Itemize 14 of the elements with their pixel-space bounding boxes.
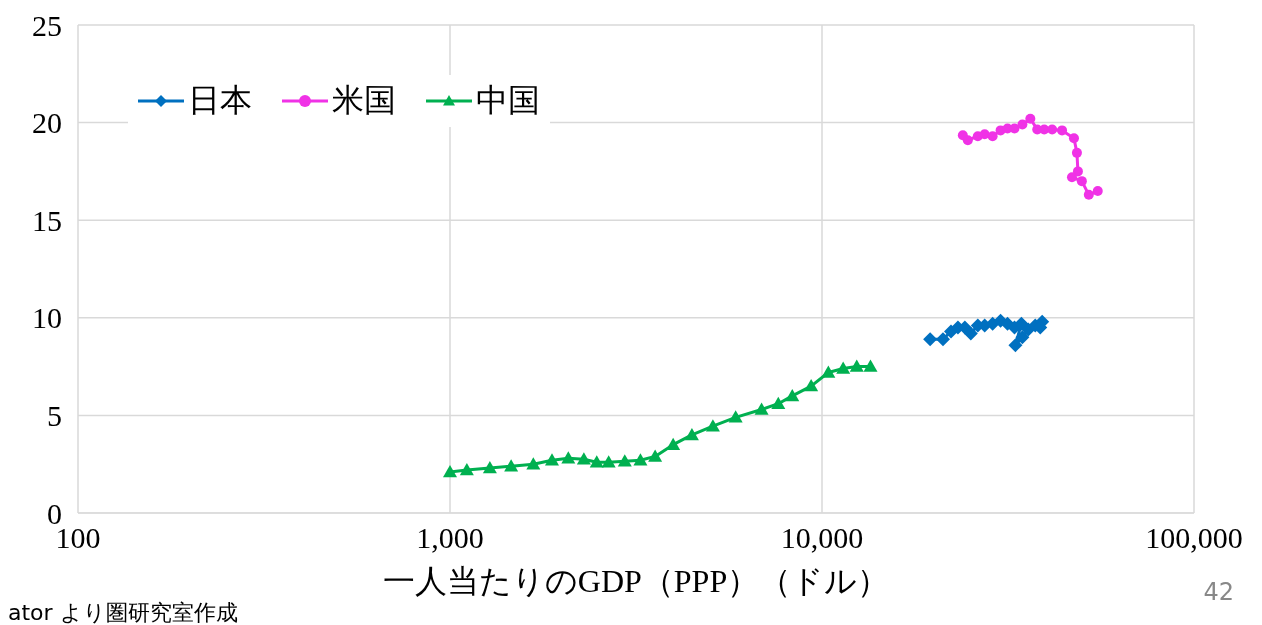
y-tick-label: 5 [47, 399, 62, 433]
x-tick-label: 10,000 [780, 521, 864, 555]
x-axis-title: 一人当たりのGDP（PPP）（ドル） [382, 563, 890, 599]
x-tick-label: 1,000 [416, 521, 484, 555]
y-tick-label: 10 [32, 301, 62, 335]
legend-label: 中国 [476, 81, 540, 120]
legend-label: 日本 [188, 81, 252, 120]
y-tick-label: 25 [32, 8, 62, 42]
y-tick-label: 20 [32, 106, 62, 140]
text: ator より圏研究室作成 [8, 599, 238, 625]
x-tick-label: 100,000 [1145, 521, 1243, 555]
y-tick-label: 15 [32, 203, 62, 237]
text: 42 [1203, 578, 1234, 606]
legend-label: 米国 [332, 81, 396, 120]
